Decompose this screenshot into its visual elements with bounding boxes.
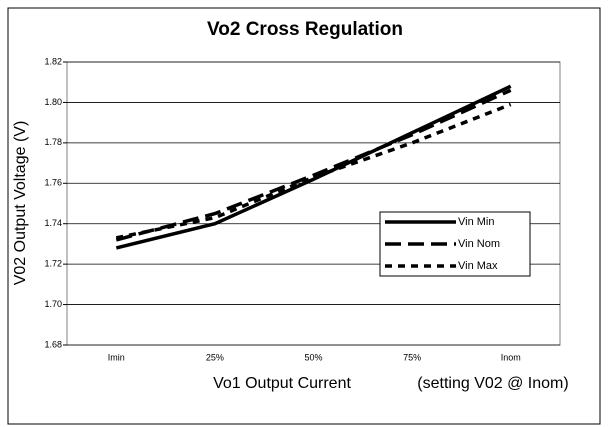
x-tick-label: 50% [304,352,322,362]
legend-label: Vin Min [458,216,494,228]
x-axis-label: Vo1 Output Current [213,375,351,392]
x-tick-label: 25% [206,352,224,362]
y-tick-label: 1.78 [44,137,62,147]
series-line [115,84,512,250]
x-tick-label: 75% [403,352,421,362]
y-tick-label: 1.68 [44,339,62,349]
y-tick-label: 1.82 [44,56,62,66]
y-tick-label: 1.76 [44,178,62,188]
y-tick-label: 1.74 [44,218,62,228]
annotation: (setting V02 @ Inom) [417,375,568,392]
y-axis-label: V02 Output Voltage (V) [12,121,29,286]
x-tick-label: Inom [501,352,521,362]
plot-area [66,61,561,346]
series-line [115,102,512,240]
y-tick-label: 1.70 [44,299,62,309]
legend-label: Vin Nom [458,238,500,250]
chart-title: Vo2 Cross Regulation [207,19,403,40]
legend-label: Vin Max [458,260,498,272]
x-tick-label: Imin [108,352,125,362]
series-line [115,88,512,242]
y-tick-label: 1.72 [44,259,62,269]
y-tick-label: 1.80 [44,97,62,107]
